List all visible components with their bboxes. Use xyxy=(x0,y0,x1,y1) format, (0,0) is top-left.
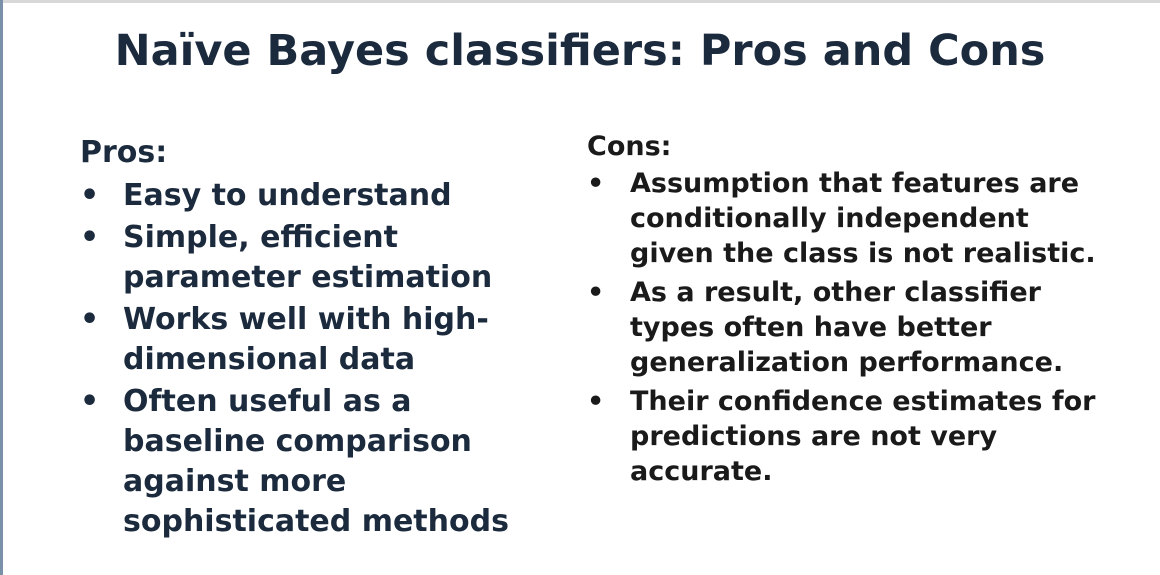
pros-item-text: Simple, efficient parameter estimation xyxy=(123,220,493,295)
bullet-icon: • xyxy=(80,178,100,213)
bullet-icon: • xyxy=(80,302,100,337)
cons-item-text: As a result, other classifier types ofte… xyxy=(630,277,1064,378)
pros-item-text: Works well with high-dimensional data xyxy=(123,302,489,377)
cons-item-text: Their confidence estimates for predictio… xyxy=(630,386,1096,487)
top-edge-line xyxy=(0,0,1160,3)
cons-column: Cons: • Assumption that features are con… xyxy=(587,130,1107,493)
list-item: • Works well with high-dimensional data xyxy=(80,300,550,380)
list-item: • Their confidence estimates for predict… xyxy=(587,384,1107,489)
pros-item-text: Often useful as a baseline comparison ag… xyxy=(123,384,509,539)
cons-list: • Assumption that features are condition… xyxy=(587,166,1107,489)
list-item: • As a result, other classifier types of… xyxy=(587,275,1107,380)
list-item: • Assumption that features are condition… xyxy=(587,166,1107,271)
bullet-icon: • xyxy=(587,277,605,308)
list-item: • Easy to understand xyxy=(80,176,550,216)
left-edge-line xyxy=(0,0,3,575)
cons-heading: Cons: xyxy=(587,131,672,162)
pros-heading: Pros: xyxy=(80,135,168,170)
bullet-icon: • xyxy=(587,386,605,417)
cons-item-text: Assumption that features are conditional… xyxy=(630,168,1096,269)
bullet-icon: • xyxy=(80,384,100,419)
pros-list: • Easy to understand • Simple, efficient… xyxy=(80,176,550,542)
slide-title: Naïve Bayes classifiers: Pros and Cons xyxy=(114,26,1046,76)
list-item: • Often useful as a baseline comparison … xyxy=(80,382,550,542)
pros-column: Pros: • Easy to understand • Simple, eff… xyxy=(80,134,550,544)
pros-item-text: Easy to understand xyxy=(123,178,452,213)
list-item: • Simple, efficient parameter estimation xyxy=(80,218,550,298)
bullet-icon: • xyxy=(587,168,605,199)
bullet-icon: • xyxy=(80,220,100,255)
